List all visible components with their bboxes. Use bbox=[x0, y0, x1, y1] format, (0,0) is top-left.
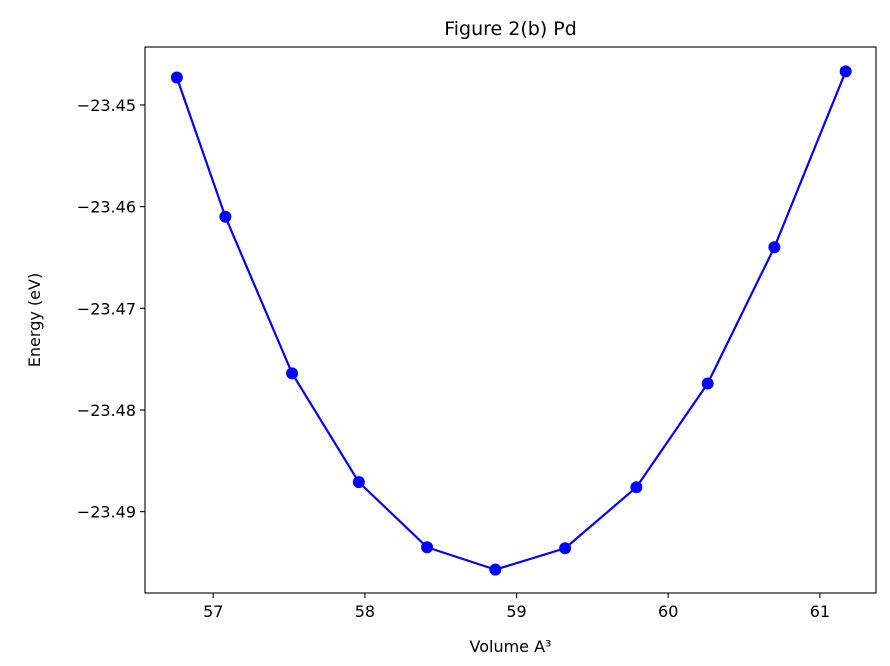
x-tick-label: 57 bbox=[203, 602, 223, 621]
y-axis-label: Energy (eV) bbox=[25, 273, 44, 367]
data-point bbox=[489, 563, 502, 576]
y-axis-ticks: −23.45 −23.46 −23.47 −23.48 −23.49 bbox=[77, 96, 145, 522]
y-tick-label: −23.45 bbox=[77, 96, 136, 115]
data-point bbox=[421, 541, 434, 554]
x-tick-label: 58 bbox=[355, 602, 375, 621]
data-point bbox=[768, 241, 781, 254]
x-axis-ticks: 57 58 59 60 61 bbox=[203, 593, 830, 621]
x-tick-label: 59 bbox=[506, 602, 526, 621]
y-tick-label: −23.49 bbox=[77, 503, 136, 522]
data-point bbox=[286, 367, 299, 380]
data-point bbox=[559, 542, 572, 555]
data-point bbox=[170, 71, 183, 84]
data-point bbox=[701, 377, 714, 390]
data-point bbox=[630, 481, 643, 494]
data-point bbox=[352, 476, 365, 489]
x-tick-label: 60 bbox=[658, 602, 678, 621]
x-tick-label: 61 bbox=[810, 602, 830, 621]
plot-area bbox=[144, 46, 877, 594]
data-point bbox=[219, 210, 232, 223]
x-axis-label: Volume A³ bbox=[470, 637, 552, 656]
y-tick-label: −23.46 bbox=[77, 198, 136, 217]
axes-frame bbox=[144, 46, 877, 594]
y-tick-label: −23.47 bbox=[77, 299, 136, 318]
y-tick-label: −23.48 bbox=[77, 401, 136, 420]
chart-title: Figure 2(b) Pd bbox=[444, 18, 577, 40]
data-point bbox=[839, 65, 852, 78]
